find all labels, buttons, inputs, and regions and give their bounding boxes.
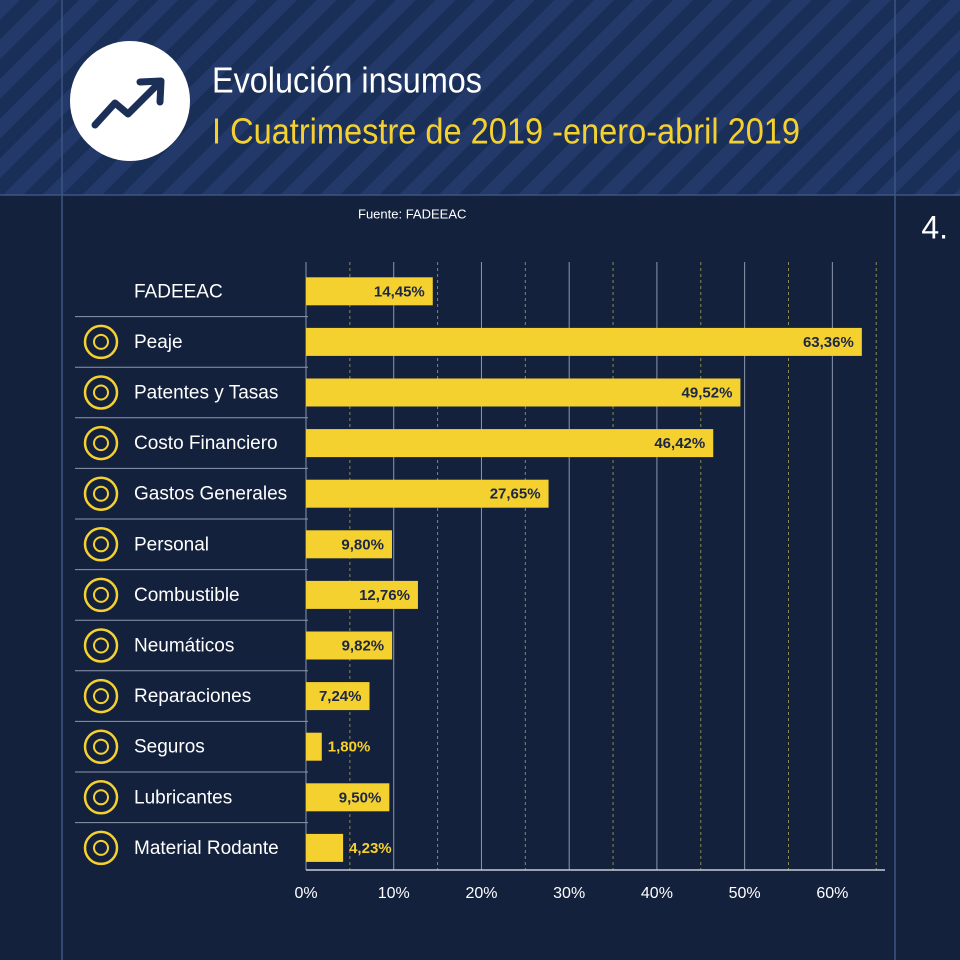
category-label: Personal xyxy=(134,534,209,555)
x-tick-label: 30% xyxy=(553,885,585,902)
bar xyxy=(306,277,433,306)
bar xyxy=(306,783,390,812)
bar xyxy=(306,631,393,660)
category-label: Combustible xyxy=(134,585,240,606)
category-icon-glyph xyxy=(93,586,109,603)
category-icon xyxy=(83,425,119,461)
category-icon xyxy=(83,527,119,562)
value-label: 14,45% xyxy=(374,283,425,300)
bar xyxy=(306,530,392,559)
bar xyxy=(306,732,322,761)
category-icon xyxy=(83,729,119,764)
bar xyxy=(306,833,344,862)
category-icon xyxy=(83,375,119,410)
category-icon-glyph xyxy=(93,384,109,401)
x-tick-label: 20% xyxy=(465,885,497,902)
category-icon-glyph xyxy=(93,839,109,856)
category-icon xyxy=(83,577,119,613)
value-label: 7,24% xyxy=(319,688,362,705)
x-tick-label: 50% xyxy=(729,885,761,902)
header-icon xyxy=(70,41,190,161)
bar xyxy=(306,682,370,711)
category-icon xyxy=(83,678,119,714)
category-icon xyxy=(83,780,119,815)
chart-title: Evolución insumos xyxy=(212,60,482,101)
category-icon-glyph xyxy=(93,738,109,755)
bar xyxy=(306,327,862,356)
x-tick-label: 10% xyxy=(378,885,410,902)
category-label: Costo Financiero xyxy=(134,433,278,454)
value-label: 4,23% xyxy=(349,840,392,857)
value-label: 9,82% xyxy=(342,637,385,654)
category-label: Gastos Generales xyxy=(134,484,287,505)
category-label: Material Rodante xyxy=(134,838,279,859)
x-tick-label: 60% xyxy=(816,885,848,902)
bar xyxy=(306,429,714,458)
category-icon-glyph xyxy=(93,789,109,806)
value-label: 49,52% xyxy=(682,384,733,401)
trend-arrow-head xyxy=(136,77,165,106)
category-icon xyxy=(83,476,119,511)
category-label: Neumáticos xyxy=(134,636,234,657)
category-label: Lubricantes xyxy=(134,787,232,808)
category-icon xyxy=(83,830,119,866)
x-tick-label: 40% xyxy=(641,885,673,902)
value-label: 9,50% xyxy=(339,789,382,806)
category-icon-glyph xyxy=(93,688,109,705)
chart-subtitle: I Cuatrimestre de 2019 -enero-abril 2019 xyxy=(212,111,800,152)
page-number: 4. xyxy=(921,209,948,245)
value-label: 63,36% xyxy=(803,334,854,351)
category-label: FADEEAC xyxy=(134,281,223,302)
category-icon-glyph xyxy=(93,435,109,452)
trend-arrow xyxy=(91,80,162,129)
category-label: Reparaciones xyxy=(134,686,251,707)
x-tick-label: 0% xyxy=(294,885,317,902)
value-label: 1,80% xyxy=(328,739,371,756)
category-icon xyxy=(83,324,119,360)
category-label: Seguros xyxy=(134,737,205,758)
category-label: Patentes y Tasas xyxy=(134,383,278,404)
category-icon-glyph xyxy=(93,333,109,350)
bar xyxy=(306,378,741,407)
source: Fuente: FADEEAC xyxy=(358,206,466,221)
value-label: 27,65% xyxy=(490,486,541,503)
bar xyxy=(306,479,549,508)
category-icon xyxy=(83,628,119,663)
value-label: 46,42% xyxy=(654,435,705,452)
value-label: 12,76% xyxy=(359,587,410,604)
value-label: 9,80% xyxy=(341,536,384,553)
category-icon-glyph xyxy=(93,485,109,502)
category-icon-glyph xyxy=(93,637,109,654)
bar xyxy=(306,580,418,609)
category-label: Peaje xyxy=(134,332,183,353)
category-icon-glyph xyxy=(93,536,109,553)
